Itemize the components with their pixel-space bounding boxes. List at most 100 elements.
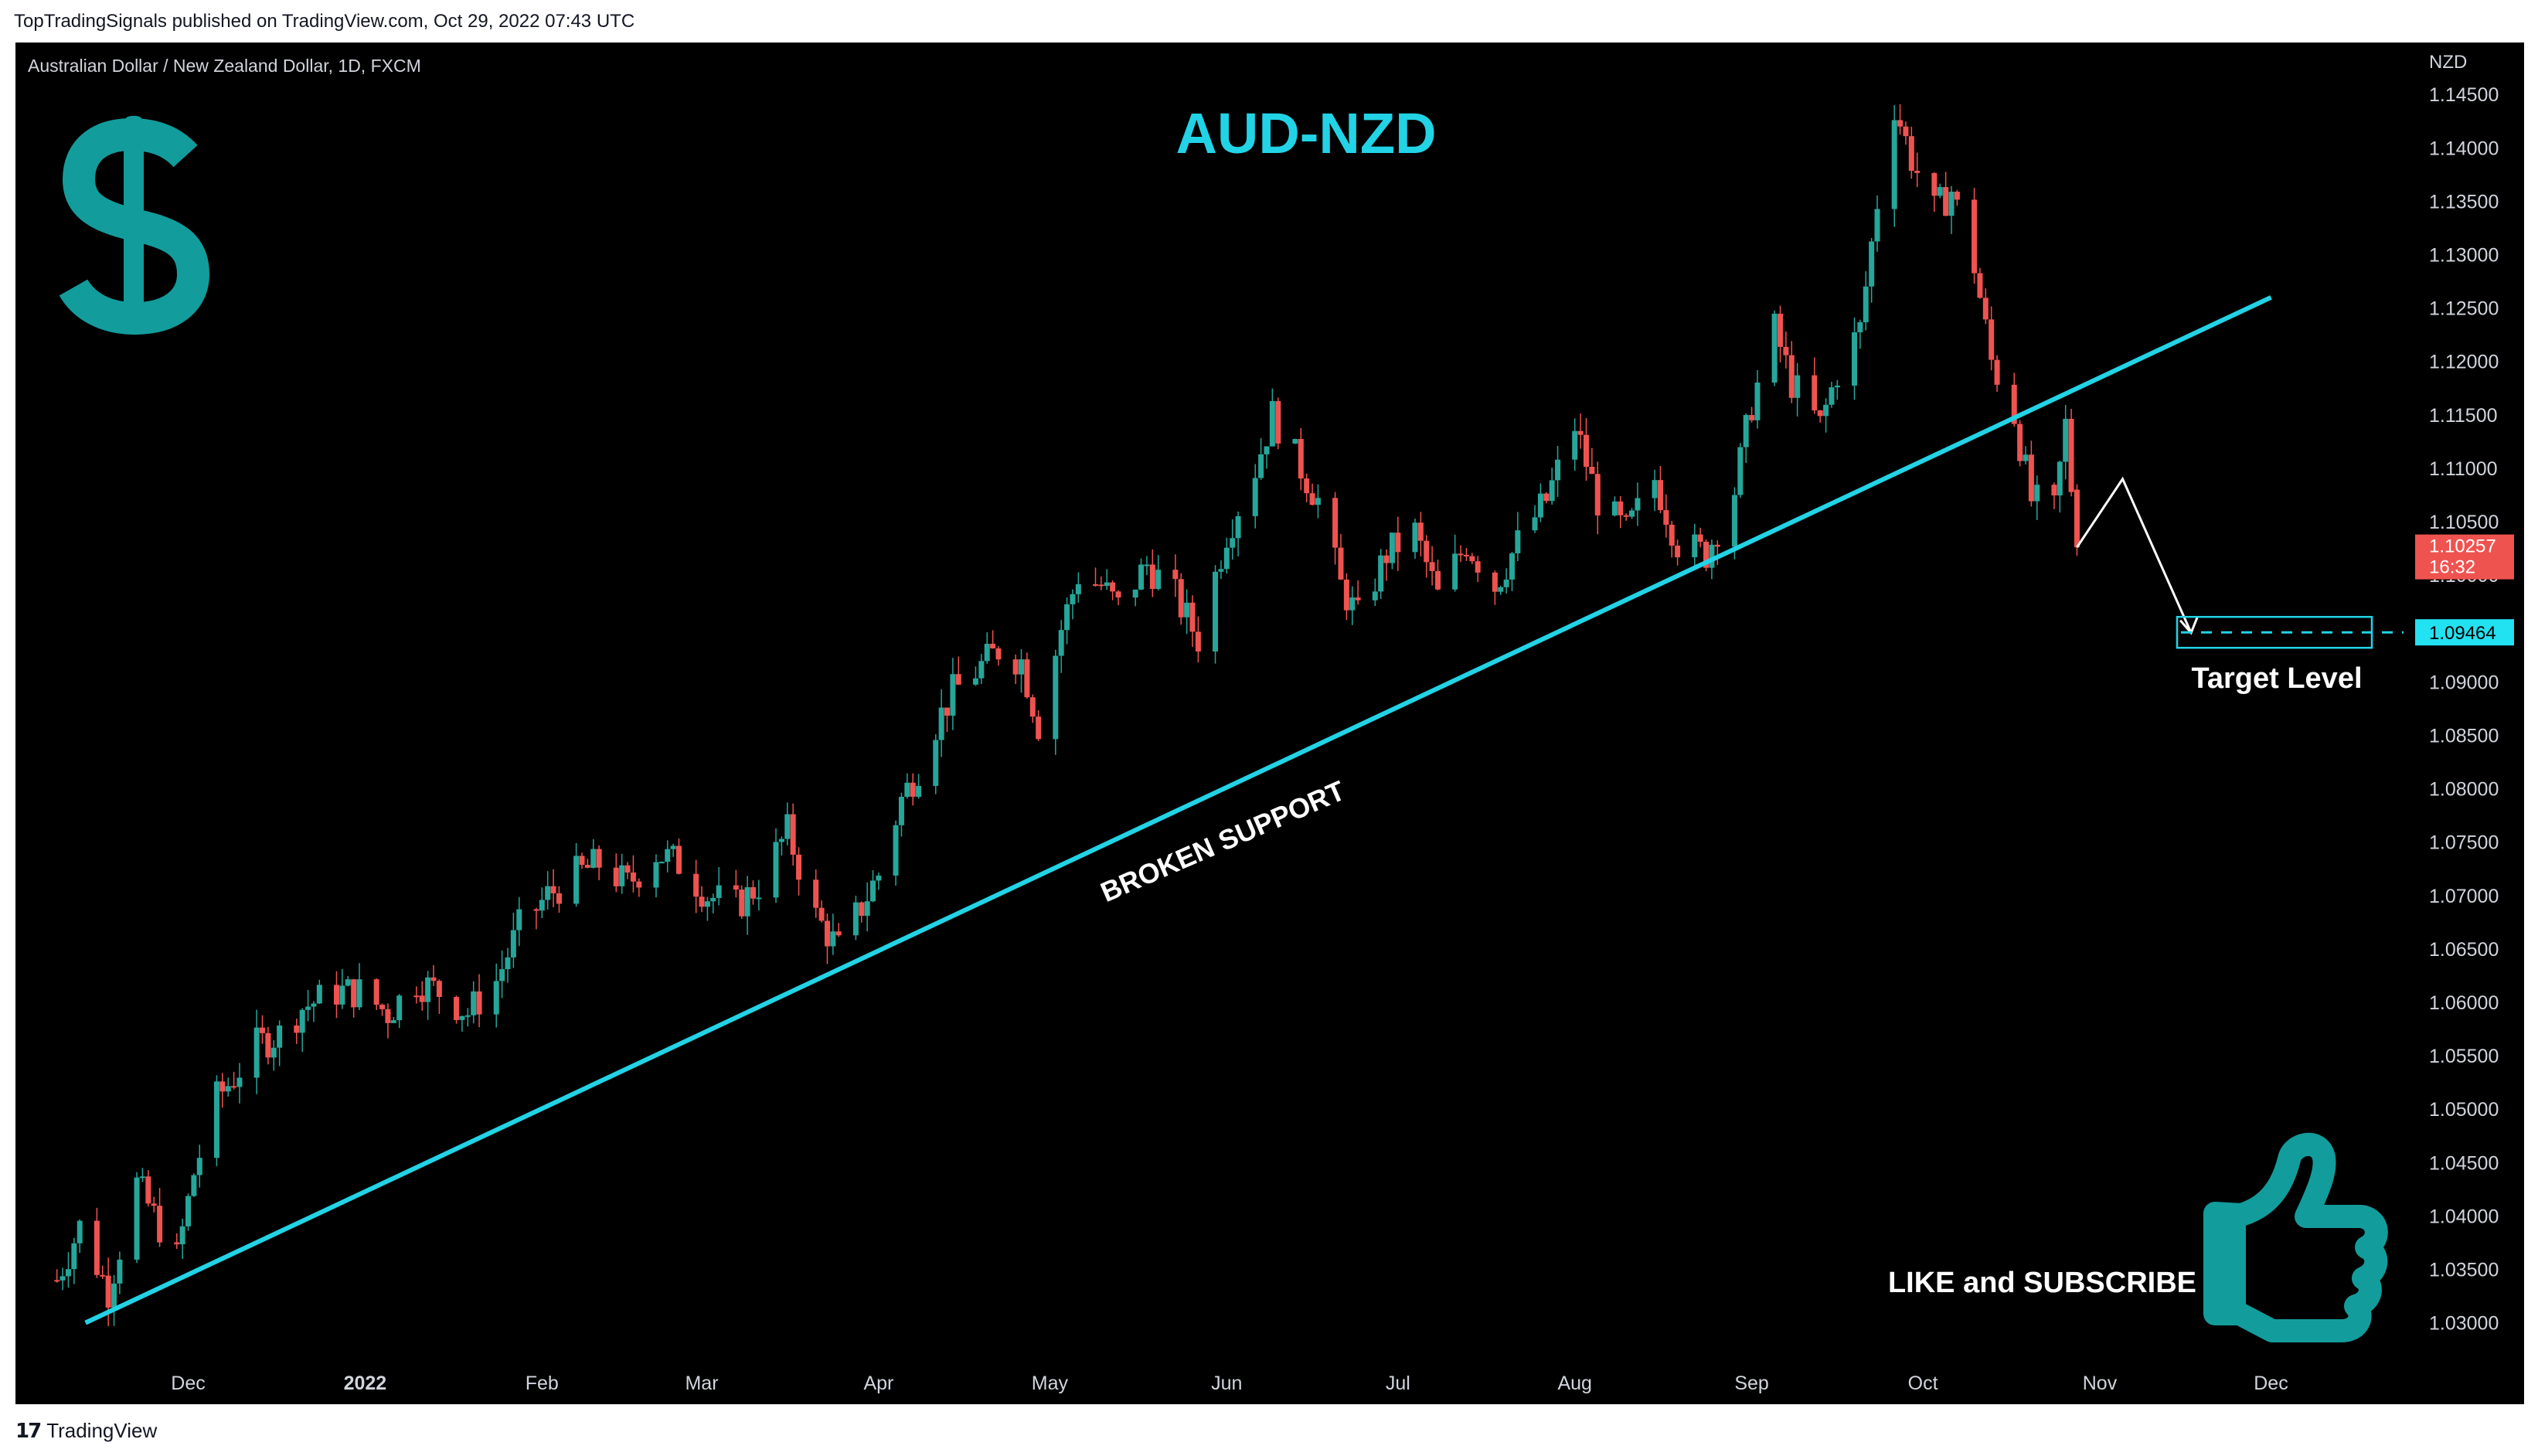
y-tick-label: 1.09000 [2429,672,2499,693]
candle-body [1577,430,1584,435]
candle-body [1213,571,1219,652]
broken-support-label: BROKEN SUPPORT [1096,774,1349,908]
candle-body [499,969,505,981]
candle-body [1458,553,1464,556]
candle-body [613,867,619,886]
candle-body [1823,404,1829,417]
candle-body [1994,359,2000,385]
candle-body [253,1027,260,1078]
candle-body [1869,241,1875,287]
candle-body [1594,474,1601,515]
candle-body [259,1027,265,1033]
candle-body [796,854,802,880]
candle-body [196,1158,202,1175]
candle-body [2034,485,2040,502]
last-price-badge [2415,534,2514,580]
y-tick-label: 1.03500 [2429,1260,2499,1281]
candle-body [590,849,597,868]
candle-body [1532,517,1538,531]
candle-body [471,991,477,1015]
candle-body [1298,438,1304,479]
thumbs-up-icon [2203,1132,2388,1342]
x-tick-label: Sep [1734,1373,1768,1394]
chart-area[interactable] [15,43,2524,1404]
candle-body [1611,501,1618,515]
candle-body [778,839,784,842]
candle-body [1092,583,1098,586]
candle-body [573,856,580,904]
candle-body [1891,120,1897,209]
candle-body [351,979,357,1008]
dollar-sign-icon [59,116,210,335]
candle-body [1235,515,1241,539]
candle-body [145,1176,151,1204]
candle-body [311,1003,317,1007]
candle-body [624,865,631,873]
candle-body [1434,570,1441,590]
candle-body [995,648,1002,660]
candle-body [65,1269,71,1277]
candle-body [835,931,842,936]
tradingview-footer[interactable]: 𝟭𝟳 TradingView [15,1419,157,1443]
candle-body [1737,447,1744,495]
candle-body [1543,493,1550,502]
y-tick-label: 1.08000 [2429,779,2499,801]
publisher-line: TopTradingSignals published on TradingVi… [14,11,635,32]
target-price-value: 1.09464 [2429,623,2496,644]
candle-body [493,981,499,1015]
x-tick-label: Nov [2083,1373,2118,1394]
candle-body [299,1009,305,1033]
candle-body [100,1274,106,1277]
candle-body [2068,418,2074,492]
candle-body [1989,319,1995,360]
candle-body [1058,630,1064,656]
candle-body [2074,489,2080,548]
candle-body [1697,534,1703,542]
candle-body [756,897,762,900]
currency-label: NZD [2429,52,2467,73]
candle-body [556,893,562,904]
candle-body [1618,501,1624,515]
x-tick-label: May [1032,1373,1069,1394]
candle-body [219,1081,226,1092]
candle-body [1498,587,1504,592]
candle-body [1275,400,1281,444]
candle-body [1549,480,1555,502]
candle-body [1515,530,1521,554]
candle-body [94,1220,100,1275]
candle-body [1572,430,1578,460]
candle-body [1475,561,1481,573]
y-tick-label: 1.07000 [2429,886,2499,907]
candle-body [1675,545,1681,558]
countdown-value: 16:32 [2429,557,2475,578]
candle-body [1155,570,1162,589]
candle-body [876,875,882,881]
candle-body [1029,697,1036,717]
chart-title: AUD-NZD [1175,101,1436,165]
candle-body [305,1006,311,1010]
y-tick-label: 1.05500 [2429,1046,2499,1067]
candle-body [134,1177,140,1260]
candle-body [1583,434,1589,468]
candle-body [1954,192,1960,200]
candle-body [539,900,545,911]
candle-body [710,897,716,902]
candle-body [596,849,602,868]
candle-body [2057,461,2063,496]
candle-body [1098,584,1104,587]
candle-body [1948,192,1955,216]
candle-body [459,1015,465,1020]
x-tick-label: Dec [171,1373,205,1394]
candle-body [1389,532,1395,563]
candle-body [864,901,870,916]
candle-body [1144,564,1150,566]
candle-body [1019,659,1025,675]
x-tick-label: Jun [1211,1373,1242,1394]
candle-body [373,979,379,1005]
candle-body [824,920,830,947]
candle-body [699,896,705,907]
candle-body [1743,415,1749,447]
candle-body [898,797,904,825]
candle-body [1908,136,1914,171]
